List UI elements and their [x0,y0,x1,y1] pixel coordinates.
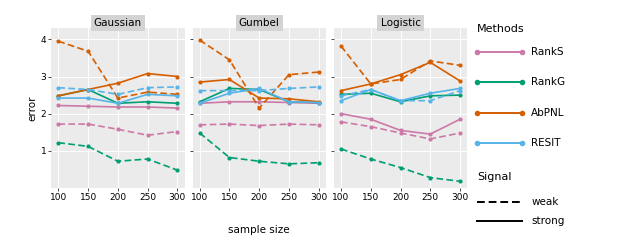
Text: weak: weak [531,197,559,207]
Y-axis label: error: error [28,95,38,121]
Text: Methods: Methods [477,24,524,34]
Title: Logistic: Logistic [381,18,420,28]
Title: Gumbel: Gumbel [239,18,280,28]
Text: RankG: RankG [531,77,565,87]
Text: AbPNL: AbPNL [531,108,564,118]
Text: RankS: RankS [531,47,564,57]
Text: sample size: sample size [228,225,290,235]
Text: RESIT: RESIT [531,138,561,148]
Text: Signal: Signal [477,172,511,182]
Title: Gaussian: Gaussian [94,18,142,28]
Text: strong: strong [531,216,564,226]
